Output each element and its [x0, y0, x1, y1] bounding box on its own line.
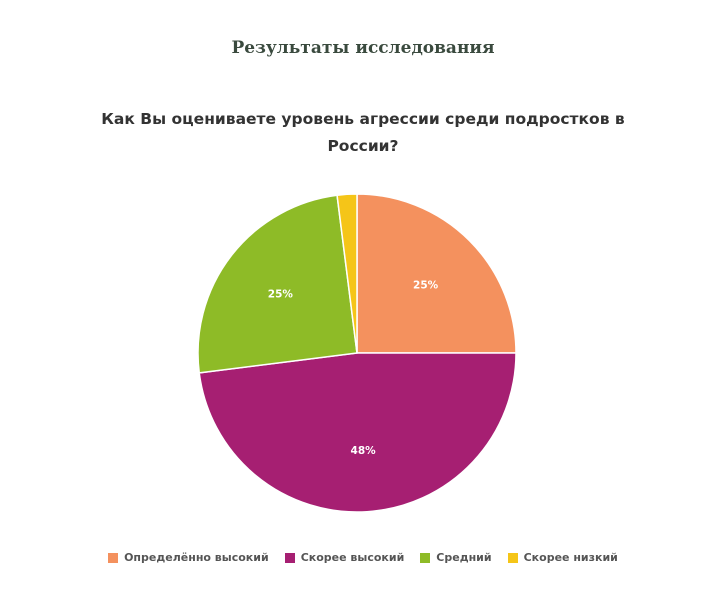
- page-title: Результаты исследования: [231, 38, 495, 58]
- legend-item: Определённо высокий: [108, 551, 269, 564]
- legend-item: Средний: [420, 551, 492, 564]
- chart-legend: Определённо высокий Скорее высокий Средний…: [0, 551, 726, 564]
- legend-swatch: [420, 552, 431, 563]
- legend-swatch: [507, 552, 518, 563]
- pie-data-label: 48%: [351, 445, 377, 457]
- pie-slice: [356, 193, 517, 354]
- pie-slice: [197, 194, 358, 374]
- legend-item: Скорее высокий: [284, 551, 405, 564]
- pie-slice: [198, 352, 517, 513]
- legend-swatch: [284, 552, 295, 563]
- pie-data-label: 25%: [413, 279, 439, 291]
- legend-label: Скорее низкий: [523, 551, 618, 564]
- chart-title: Как Вы оцениваете уровень агрессии среди…: [101, 110, 625, 155]
- legend-label: Скорее высокий: [300, 551, 405, 564]
- legend-swatch: [108, 552, 119, 563]
- pie-data-label: 25%: [268, 289, 294, 301]
- legend-item: Скорее низкий: [507, 551, 618, 564]
- legend-label: Средний: [436, 551, 492, 564]
- pie-slice: [336, 193, 358, 354]
- legend-label: Определённо высокий: [124, 551, 269, 564]
- pie-chart: 25% 48% 25%: [197, 193, 517, 513]
